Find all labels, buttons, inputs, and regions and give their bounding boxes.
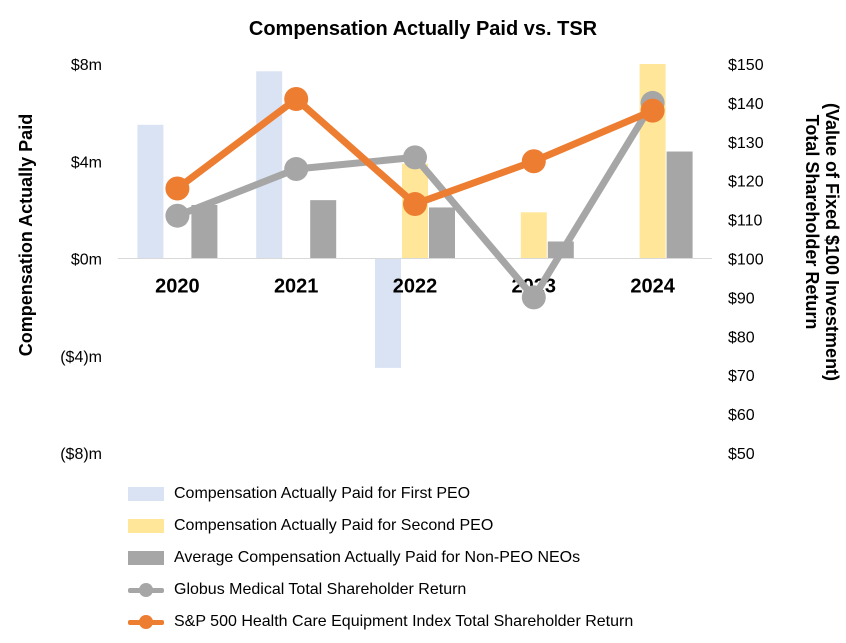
x-tick-label-2024: 2024 (630, 276, 675, 298)
y-right-tick-label: $50 (728, 446, 755, 463)
line-point-1-2023 (521, 285, 546, 310)
line-point-1-2020 (165, 203, 190, 228)
y-right-tick-label: $80 (728, 329, 755, 346)
legend-item-non-peo: Average Compensation Actually Paid for N… (128, 542, 828, 574)
legend-swatch-non-peo (128, 551, 164, 565)
line-point-2-2020 (165, 176, 190, 201)
legend-label-sp500-tsr: S&P 500 Health Care Equipment Index Tota… (174, 613, 634, 630)
bar-2024-series-3 (666, 151, 693, 259)
legend-label-second-peo: Compensation Actually Paid for Second PE… (174, 517, 494, 534)
y-axis-right-label-line1: Total Shareholder Return (802, 115, 822, 330)
bar-2023-series-2 (520, 212, 547, 259)
y-right-tick-label: $140 (728, 96, 764, 113)
y-right-tick-label: $130 (728, 135, 764, 152)
legend-swatch-first-peo (128, 487, 164, 501)
y-left-tick-label: $0m (71, 252, 102, 269)
y-right-tick-label: $70 (728, 368, 755, 385)
line-point-2-2024 (640, 98, 665, 123)
bar-2022-series-3 (429, 207, 455, 259)
legend-swatch-second-peo (128, 519, 164, 533)
x-tick-label-2020: 2020 (155, 276, 200, 298)
y-right-tick-label: $150 (728, 57, 764, 74)
y-left-tick-label: ($4)m (60, 349, 102, 366)
line-point-2-2023 (521, 149, 546, 174)
y-right-tick-label: $120 (728, 174, 764, 191)
line-point-2-2022 (403, 192, 427, 217)
y-right-tick-label: $110 (728, 213, 763, 230)
legend-label-non-peo: Average Compensation Actually Paid for N… (174, 549, 581, 566)
y-left-tick-label: ($8)m (60, 446, 102, 463)
legend-item-first-peo: Compensation Actually Paid for First PEO (128, 478, 828, 510)
legend-label-first-peo: Compensation Actually Paid for First PEO (174, 485, 471, 502)
legend-item-second-peo: Compensation Actually Paid for Second PE… (128, 510, 828, 542)
legend-item-globus-tsr: Globus Medical Total Shareholder Return (128, 574, 828, 606)
line-point-1-2022 (403, 145, 427, 170)
bar-2020-series-3 (191, 205, 218, 259)
y-right-tick-label: $90 (728, 290, 755, 307)
chart-title: Compensation Actually Paid vs. TSR (249, 18, 598, 40)
bar-2021-series-3 (310, 200, 337, 259)
bar-2020-series-1 (137, 124, 164, 259)
y-left-tick-label: $4m (71, 154, 102, 171)
legend-item-sp500-tsr: S&P 500 Health Care Equipment Index Tota… (128, 606, 828, 638)
y-axis-left-label: Compensation Actually Paid (16, 114, 36, 356)
y-right-tick-label: $100 (728, 252, 764, 269)
line-point-2-2021 (284, 87, 309, 112)
y-left-tick-label: $8m (71, 57, 102, 74)
bar-2021-series-1 (256, 71, 283, 259)
bar-2022-series-1 (375, 258, 401, 368)
x-tick-label-2021: 2021 (274, 276, 319, 298)
line-point-1-2021 (284, 157, 309, 182)
legend-swatch-globus-tsr (128, 583, 164, 597)
x-tick-label-2022: 2022 (393, 276, 438, 298)
legend-label-globus-tsr: Globus Medical Total Shareholder Return (174, 581, 467, 598)
legend-swatch-sp500-tsr (128, 615, 164, 629)
y-right-tick-label: $60 (728, 407, 755, 424)
legend: Compensation Actually Paid for First PEO… (128, 478, 828, 638)
y-axis-right-label-line2: (Value of Fixed $100 Investment) (822, 103, 842, 381)
